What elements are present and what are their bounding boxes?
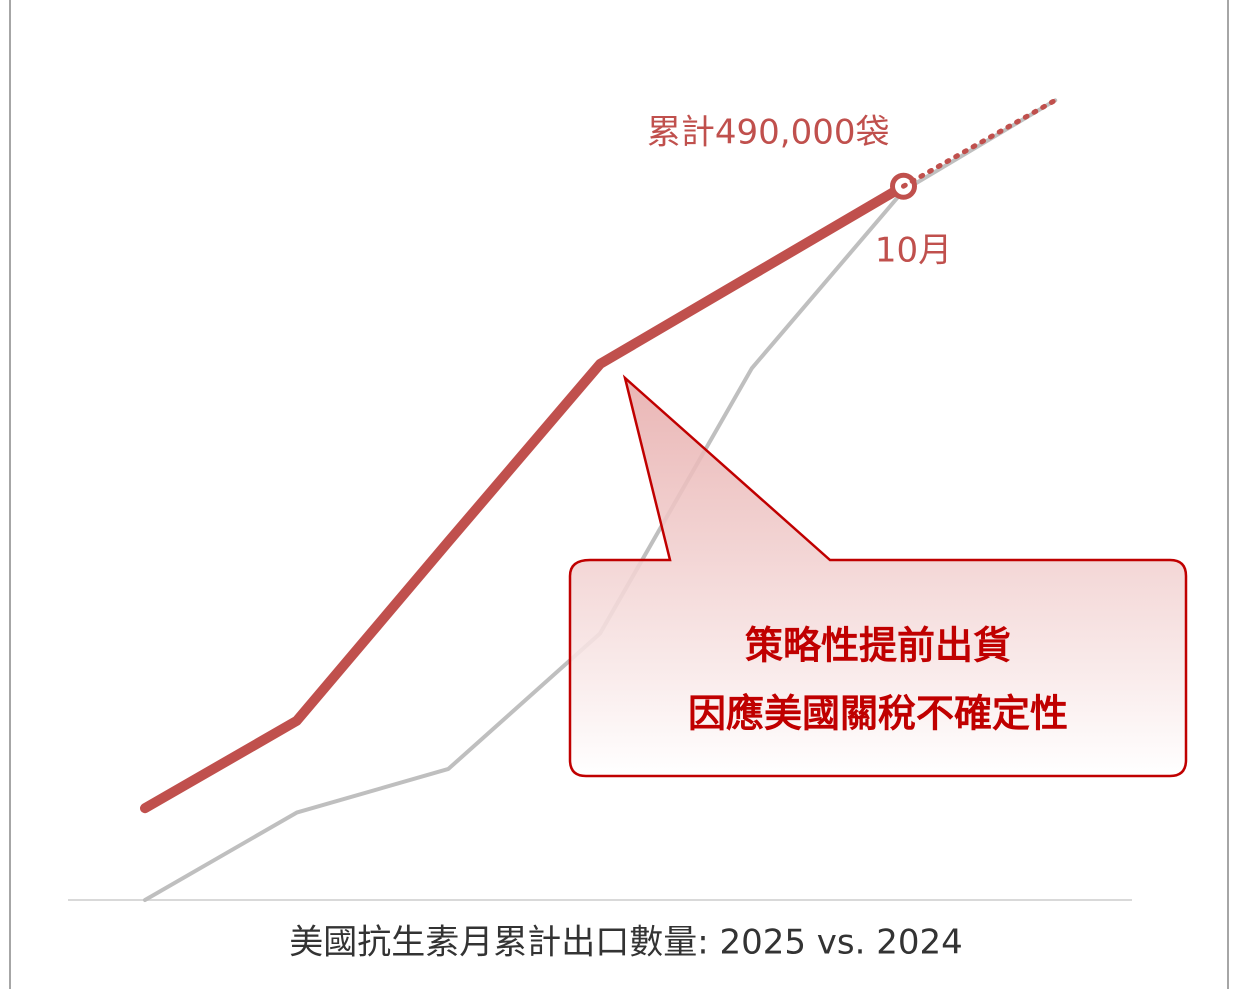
frame <box>9 0 1229 989</box>
chart-title: 美國抗生素月累計出口數量: 2025 vs. 2024 <box>289 923 963 963</box>
x-tick-label: 10月 <box>875 231 952 271</box>
plot: 累計490,000袋 10月 <box>140 97 1058 902</box>
callout <box>568 374 1188 778</box>
annotation: 因應美國關稅不確定性 <box>688 692 1068 736</box>
series-line <box>143 98 1058 902</box>
series-line <box>901 97 1058 189</box>
data-label: 累計490,000袋 <box>647 113 890 153</box>
annotation: 策略性提前出貨 <box>745 624 1011 668</box>
series-line <box>140 181 909 814</box>
